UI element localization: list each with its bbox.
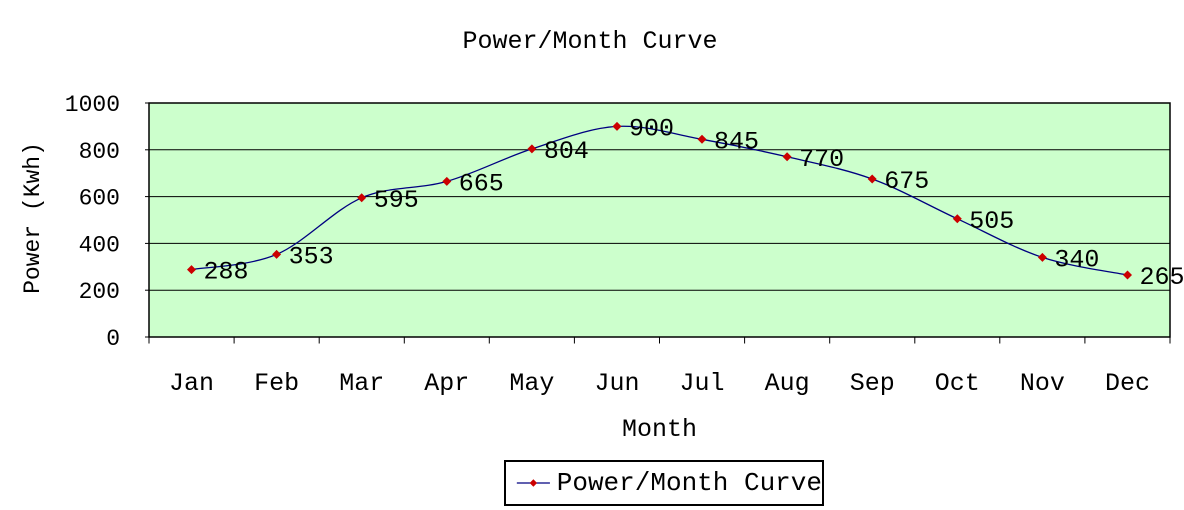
data-point-label-may: 804	[544, 137, 589, 166]
data-point-marker-jul	[697, 134, 707, 144]
data-point-marker-may	[527, 144, 537, 154]
y-tick-label-800: 800	[79, 139, 120, 165]
plot-background	[149, 103, 1170, 337]
x-tick-label-dec: Dec	[1105, 369, 1150, 398]
data-point-marker-dec	[1123, 270, 1132, 280]
data-point-marker-nov	[1037, 252, 1047, 262]
x-tick-label-may: May	[509, 369, 554, 398]
x-tick-label-apr: Apr	[424, 369, 469, 398]
legend-diamond-icon	[529, 479, 538, 487]
data-point-label-jul: 845	[714, 127, 759, 156]
data-point-label-feb: 353	[289, 242, 334, 271]
x-tick-label-aug: Aug	[765, 369, 810, 398]
x-tick-label-jul: Jul	[679, 369, 724, 398]
x-tick-label-jan: Jan	[169, 369, 214, 398]
series-line	[191, 125, 1128, 276]
data-point-marker-mar	[357, 193, 367, 203]
chart-title: Power/Month Curve	[462, 27, 718, 56]
x-tick-label-sep: Sep	[850, 369, 895, 398]
data-point-marker-jun	[612, 121, 622, 131]
y-tick-label-200: 200	[79, 279, 120, 305]
data-point-marker-apr	[442, 176, 452, 186]
data-point-label-aug: 770	[799, 145, 844, 174]
data-point-marker-aug	[782, 152, 792, 162]
data-point-label-jan: 288	[204, 258, 249, 287]
x-axis-title: Month	[621, 415, 697, 444]
data-point-label-sep: 675	[884, 167, 929, 196]
legend: Power/Month Curve	[504, 460, 824, 506]
data-point-marker-sep	[867, 174, 877, 184]
data-point-label-nov: 340	[1054, 245, 1099, 274]
y-tick-label-600: 600	[79, 186, 120, 212]
data-point-label-jun: 900	[629, 114, 674, 143]
legend-label: Power/Month Curve	[556, 468, 822, 498]
x-tick-label-nov: Nov	[1020, 369, 1065, 398]
y-tick-label-400: 400	[79, 232, 120, 258]
data-point-marker-feb	[272, 249, 282, 259]
legend-series-marker-icon	[516, 479, 550, 487]
data-point-marker-jan	[187, 265, 196, 275]
x-tick-label-oct: Oct	[935, 369, 980, 398]
y-tick-label-0: 0	[106, 326, 120, 352]
data-point-marker-oct	[952, 214, 962, 224]
data-point-label-mar: 595	[374, 186, 419, 215]
y-tick-label-1000: 1000	[65, 92, 120, 118]
x-tick-label-mar: Mar	[339, 369, 384, 398]
x-tick-label-jun: Jun	[594, 369, 639, 398]
data-point-label-oct: 505	[969, 207, 1014, 236]
data-point-label-dec: 265	[1140, 263, 1184, 292]
x-tick-label-feb: Feb	[254, 369, 299, 398]
data-point-label-apr: 665	[459, 169, 504, 198]
